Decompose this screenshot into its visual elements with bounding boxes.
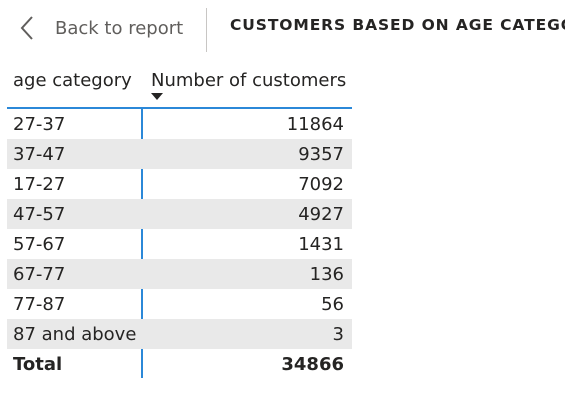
age-category-cell: 77-87 xyxy=(13,294,66,315)
customer-count-cell: 11864 xyxy=(286,114,344,135)
table-row[interactable]: 57-67 1431 xyxy=(7,229,352,259)
back-to-report-label: Back to report xyxy=(55,17,184,39)
table-row[interactable]: 87 and above 3 xyxy=(7,319,352,349)
age-category-cell: 17-27 xyxy=(13,174,66,195)
column-header-age-category[interactable]: age category xyxy=(13,70,132,91)
total-count: 34866 xyxy=(281,354,344,375)
page-title: CUSTOMERS BASED ON AGE CATEGORIES xyxy=(230,16,565,34)
total-label: Total xyxy=(13,354,63,375)
column-divider-line xyxy=(141,108,143,378)
customer-count-cell: 7092 xyxy=(298,174,344,195)
customer-count-cell: 136 xyxy=(309,264,344,285)
column-header-number-of-customers[interactable]: Number of customers xyxy=(151,70,347,91)
table-total-row[interactable]: Total 34866 xyxy=(7,349,352,379)
header-divider xyxy=(206,8,207,52)
customer-count-cell: 3 xyxy=(332,324,344,345)
table-row[interactable]: 67-77 136 xyxy=(7,259,352,289)
back-to-report-button[interactable]: Back to report xyxy=(20,12,183,44)
report-header: Back to report CUSTOMERS BASED ON AGE CA… xyxy=(0,0,565,56)
sort-descending-icon xyxy=(151,93,163,100)
age-category-cell: 27-37 xyxy=(13,114,66,135)
chevron-left-icon xyxy=(20,15,34,41)
table-body: 27-37 11864 37-47 9357 17-27 7092 47-57 … xyxy=(7,109,352,379)
customer-count-cell: 1431 xyxy=(298,234,344,255)
age-category-cell: 87 and above xyxy=(13,324,137,345)
table-row[interactable]: 77-87 56 xyxy=(7,289,352,319)
customer-count-cell: 9357 xyxy=(298,144,344,165)
customers-table: age category Number of customers 27-37 1… xyxy=(7,64,352,379)
table-header-row: age category Number of customers xyxy=(7,64,352,109)
table-row[interactable]: 17-27 7092 xyxy=(7,169,352,199)
age-category-cell: 37-47 xyxy=(13,144,66,165)
table-row[interactable]: 37-47 9357 xyxy=(7,139,352,169)
customer-count-cell: 4927 xyxy=(298,204,344,225)
age-category-cell: 57-67 xyxy=(13,234,66,255)
table-row[interactable]: 47-57 4927 xyxy=(7,199,352,229)
table-row[interactable]: 27-37 11864 xyxy=(7,109,352,139)
age-category-cell: 67-77 xyxy=(13,264,66,285)
age-category-cell: 47-57 xyxy=(13,204,66,225)
customer-count-cell: 56 xyxy=(321,294,344,315)
